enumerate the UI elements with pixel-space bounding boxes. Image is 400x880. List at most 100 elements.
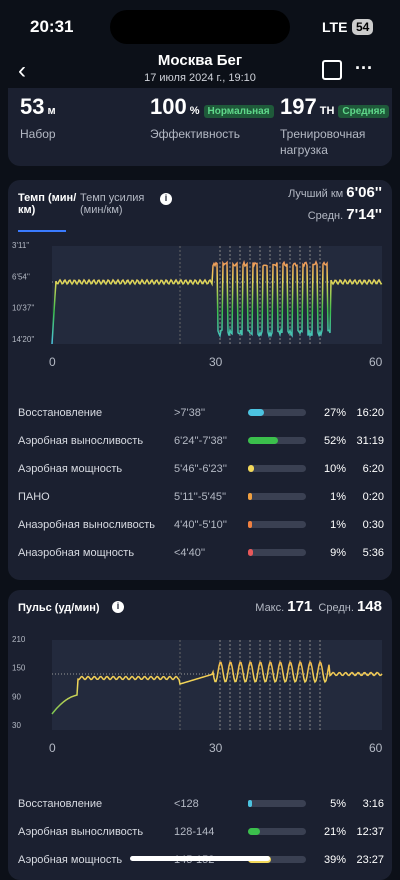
- zone-share: 52%: [324, 435, 346, 447]
- zone-bar: [248, 521, 252, 528]
- battery: 54: [352, 19, 373, 35]
- max-value: 171: [287, 598, 312, 615]
- info-icon[interactable]: i: [112, 601, 124, 613]
- zone-time: 6:20: [363, 463, 384, 475]
- zone-bar: [248, 800, 252, 807]
- zone-track: [248, 828, 306, 835]
- zone-track: [248, 465, 306, 472]
- x-tick-label: 0: [49, 741, 56, 755]
- y-tick-label: 6'54'': [12, 272, 30, 281]
- max-label: Макс.: [255, 602, 284, 614]
- zone-bar: [248, 493, 252, 500]
- unit: TH: [320, 105, 335, 117]
- value: 100: [150, 94, 187, 119]
- zone-time: 16:20: [356, 407, 384, 419]
- unit: м: [47, 105, 55, 117]
- zone-bar: [248, 828, 260, 835]
- avg-value: 148: [357, 598, 382, 615]
- tab[interactable]: Темп (мин/км): [18, 192, 78, 216]
- zone-time: 31:19: [356, 435, 384, 447]
- zone-range: >7'38'': [174, 407, 205, 419]
- stat-label: Тренировочная нагрузка: [280, 126, 390, 158]
- y-tick-label: 30: [12, 721, 21, 730]
- stat-value: 53 м: [20, 94, 60, 120]
- zone-share: 5%: [330, 798, 346, 810]
- zone-name: ПАНО: [18, 491, 50, 503]
- zone-share: 27%: [324, 407, 346, 419]
- badge: Нормальная: [204, 105, 274, 118]
- zone-name: Аэробная мощность: [18, 854, 122, 866]
- pace-chart: 3'11'' 6'54'' 10'37'' 14'20'' 0 30 60: [8, 240, 392, 380]
- zone-name: Аэробная мощность: [18, 463, 122, 475]
- pulse-chart: 210 150 90 30 0 30 60: [8, 634, 392, 774]
- zone-range: <128: [174, 798, 199, 810]
- zone-name: Аэробная выносливость: [18, 435, 143, 447]
- stat-label: Набор: [20, 126, 130, 142]
- y-tick-label: 14'20'': [12, 335, 35, 344]
- unit: %: [190, 105, 200, 117]
- x-tick-label: 60: [369, 355, 383, 369]
- avg-label: Средн.: [308, 210, 344, 222]
- zone-share: 21%: [324, 826, 346, 838]
- plot-bg: [52, 640, 382, 730]
- zone-name: Аэробная выносливость: [18, 826, 143, 838]
- zone-share: 9%: [330, 547, 346, 559]
- info-icon[interactable]: i: [160, 193, 172, 205]
- zone-time: 23:27: [356, 854, 384, 866]
- pace-card: Темп (мин/км) Темп усилия (мин/км) i Луч…: [8, 180, 392, 580]
- zone-name: Восстановление: [18, 407, 102, 419]
- zone-time: 12:37: [356, 826, 384, 838]
- dynamic-island: [110, 10, 290, 44]
- y-tick-label: 150: [12, 664, 26, 673]
- screen: 20:31 LTE 54 ‹ Москва Бег 17 июля 2024 г…: [0, 0, 400, 867]
- y-tick-label: 90: [12, 692, 21, 701]
- value: 53: [20, 94, 44, 119]
- zone-time: 3:16: [363, 798, 384, 810]
- share-button[interactable]: [322, 60, 342, 80]
- zone-bar: [248, 465, 254, 472]
- zone-time: 0:30: [363, 519, 384, 531]
- pulse-title: Пульс (уд/мин): [18, 602, 100, 614]
- best-value: 6'06'': [346, 184, 382, 201]
- zone-bar: [248, 409, 264, 416]
- zone-share: 1%: [330, 519, 346, 531]
- zone-track: [248, 409, 306, 416]
- home-indicator: [130, 856, 270, 861]
- zone-track: [248, 437, 306, 444]
- zone-track: [248, 800, 306, 807]
- tab[interactable]: Темп усилия (мин/км): [80, 192, 160, 216]
- zone-bar: [248, 549, 253, 556]
- network: LTE: [322, 19, 347, 35]
- zone-share: 39%: [324, 854, 346, 866]
- stat-label: Эффективность: [150, 126, 260, 142]
- x-tick-label: 60: [369, 741, 383, 755]
- zone-time: 0:20: [363, 491, 384, 503]
- y-tick-label: 3'11'': [12, 241, 30, 250]
- stat-value: 197 TH Средняя: [280, 94, 389, 120]
- zone-name: Восстановление: [18, 798, 102, 810]
- zone-track: [248, 549, 306, 556]
- zone-name: Анаэробная мощность: [18, 547, 134, 559]
- x-tick-label: 0: [49, 355, 56, 369]
- zone-range: 6'24''-7'38'': [174, 435, 227, 447]
- more-button[interactable]: ···: [355, 58, 373, 79]
- stats-card: 53 м Набор 100% Нормальная Эффективность 197 TH…: [8, 88, 392, 166]
- x-tick-label: 30: [209, 355, 223, 369]
- y-tick-label: 210: [12, 635, 26, 644]
- zone-share: 1%: [330, 491, 346, 503]
- zone-range: 4'40''-5'10'': [174, 519, 227, 531]
- zone-name: Анаэробная выносливость: [18, 519, 155, 531]
- y-tick-label: 10'37'': [12, 304, 35, 313]
- zone-range: 5'46''-6'23'': [174, 463, 227, 475]
- zone-track: [248, 493, 306, 500]
- best-label: Лучший км: [288, 188, 343, 200]
- clock: 20:31: [30, 17, 73, 37]
- zone-track: [248, 521, 306, 528]
- badge: Средняя: [338, 105, 389, 118]
- zone-range: 128-144: [174, 826, 214, 838]
- tab-indicator: [18, 230, 66, 232]
- pulse-card: Пульс (уд/мин) i Макс. 171 Средн. 148 21…: [8, 590, 392, 880]
- zone-time: 5:36: [363, 547, 384, 559]
- zone-bar: [248, 437, 278, 444]
- avg-value: 7'14'': [346, 206, 382, 223]
